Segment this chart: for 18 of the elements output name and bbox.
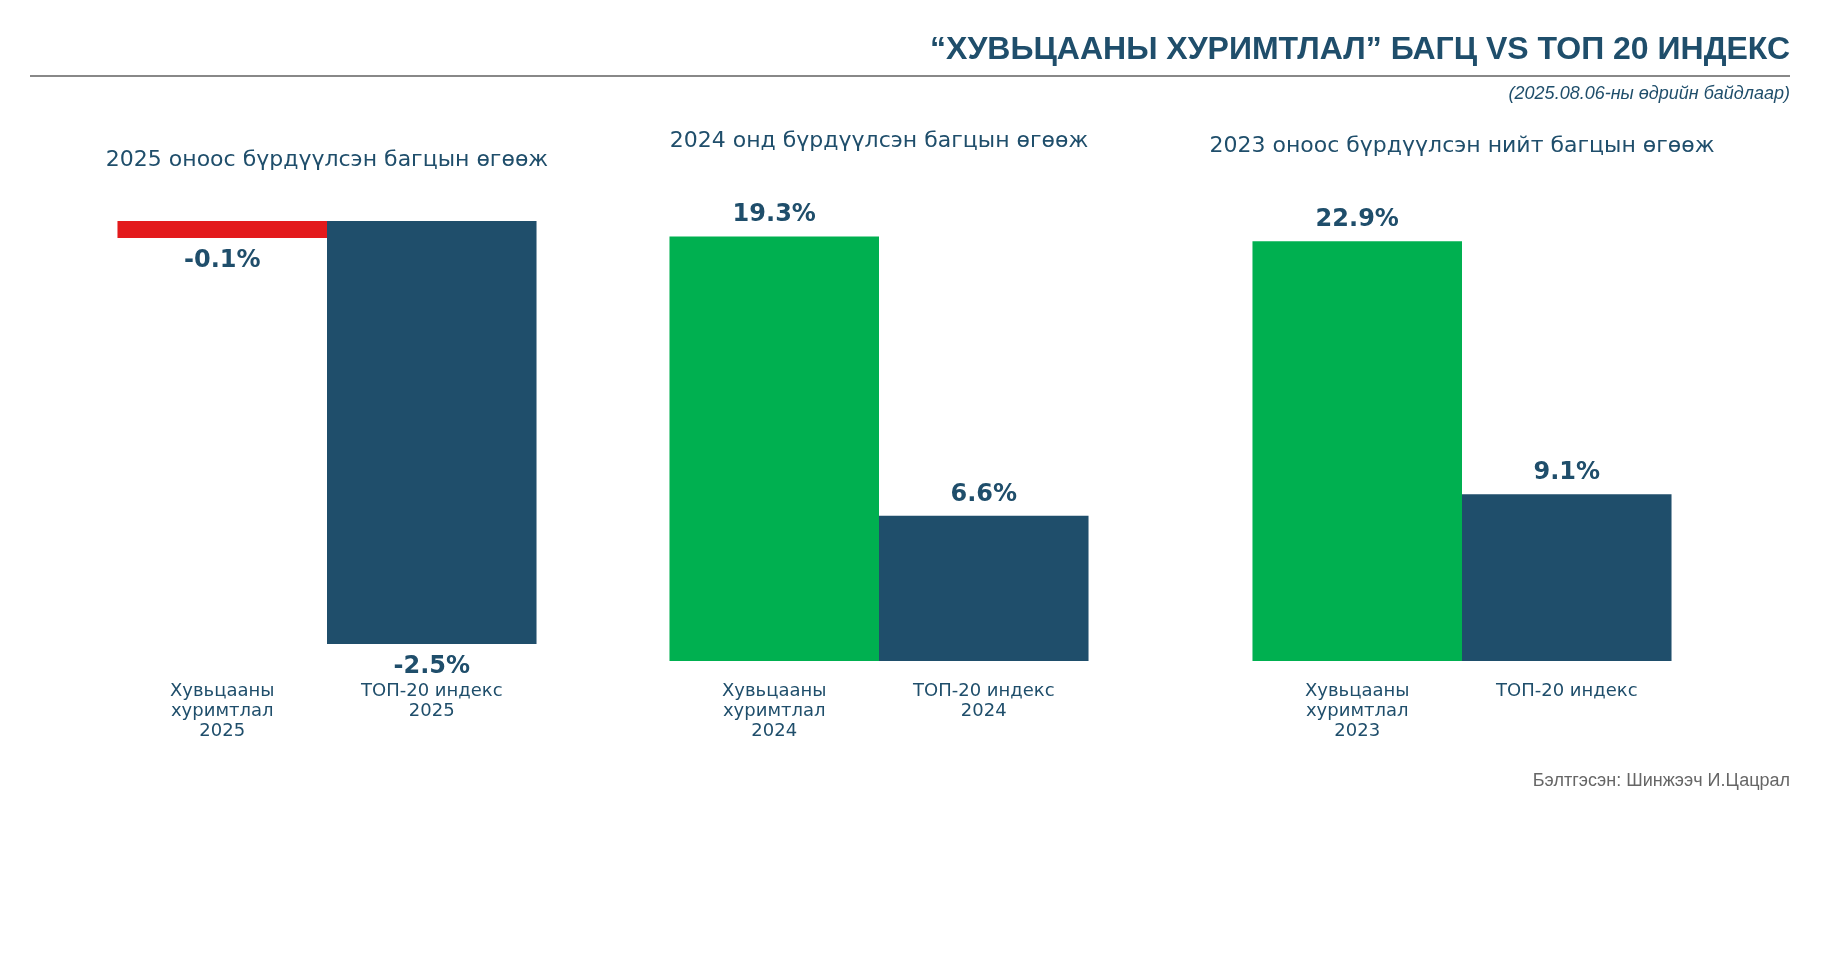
x-tick-label: Хувьцааны хуримтлал 2023 [1304,678,1410,740]
x-tick-label: Хувьцааны хуримтлал 2024 [721,678,827,740]
chart-title: 2025 оноос бүрдүүлсэн багцын өгөөж [105,146,549,171]
x-tick-label: ТОП-20 индекс 2025 [359,678,503,720]
x-tick-label: Хувьцааны хуримтлал 2025 [169,678,275,740]
data-label: 19.3% [732,199,816,228]
chart-title: 2024 онд бүрдүүлсэн багцын өгөөж [669,127,1089,153]
data-label: 9.1% [1533,457,1601,486]
data-label: -2.5% [393,651,471,680]
data-label: 22.9% [1315,204,1399,233]
text: Бэлтгэсэн: Шинжээч И.Цацрал [1531,770,1790,791]
x-tick-label: ТОП-20 индекс 2024 [911,678,1055,720]
data-label: 6.6% [950,478,1018,507]
text: “ХУВЬЦААНЫ ХУРИМТЛАЛ” БАГЦ VS ТОП 20 ИНДЕКС [30,30,1790,77]
text: (2025.08.06-ны өдрийн байдлаар) [1507,83,1790,104]
data-label: -0.1% [183,244,261,273]
x-tick-label: ТОП-20 индекс [1494,678,1638,700]
chart-title: 2023 оноос бүрдүүлсэн нийт багцын өгөөж [1209,132,1715,158]
